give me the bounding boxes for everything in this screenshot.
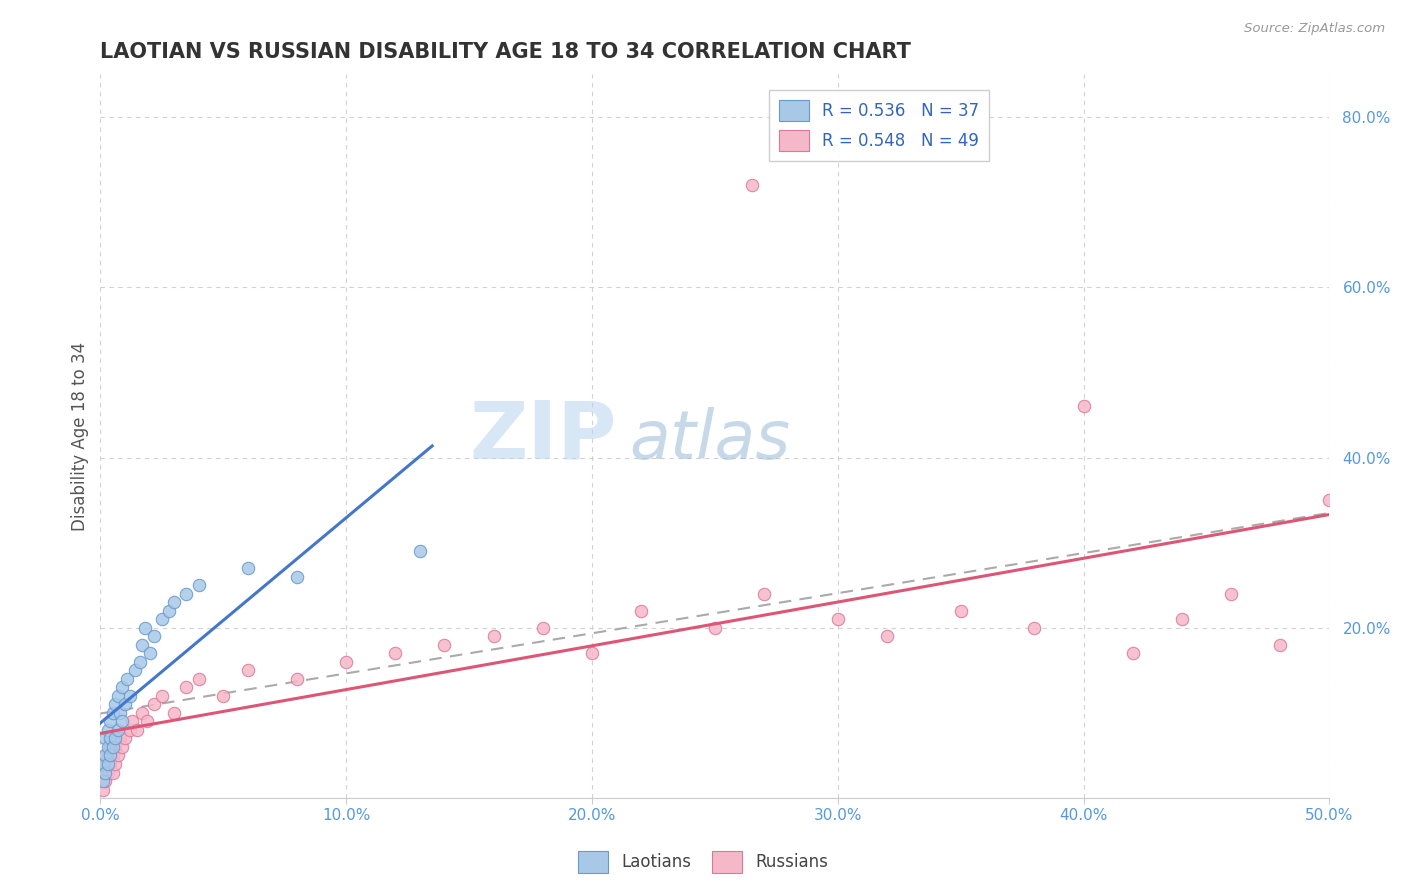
Point	[97, 739, 120, 754]
Point	[136, 714, 159, 729]
Point	[630, 604, 652, 618]
Point	[124, 664, 146, 678]
Point	[101, 765, 124, 780]
Point	[98, 739, 121, 754]
Point	[134, 621, 156, 635]
Point	[118, 723, 141, 737]
Point	[384, 646, 406, 660]
Point	[108, 731, 131, 746]
Point	[752, 587, 775, 601]
Point	[131, 706, 153, 720]
Point	[285, 570, 308, 584]
Point	[114, 698, 136, 712]
Point	[94, 748, 117, 763]
Point	[107, 748, 129, 763]
Point	[163, 706, 186, 720]
Point	[111, 739, 134, 754]
Text: atlas: atlas	[628, 407, 790, 473]
Point	[91, 774, 114, 789]
Point	[409, 544, 432, 558]
Point	[91, 757, 114, 772]
Point	[150, 689, 173, 703]
Point	[91, 765, 114, 780]
Point	[94, 774, 117, 789]
Point	[949, 604, 972, 618]
Point	[107, 723, 129, 737]
Point	[187, 578, 209, 592]
Point	[91, 782, 114, 797]
Point	[97, 757, 120, 772]
Point	[143, 629, 166, 643]
Point	[1024, 621, 1046, 635]
Point	[107, 689, 129, 703]
Point	[94, 731, 117, 746]
Point	[121, 714, 143, 729]
Point	[1073, 400, 1095, 414]
Point	[97, 748, 120, 763]
Point	[117, 672, 139, 686]
Point	[131, 638, 153, 652]
Point	[101, 748, 124, 763]
Point	[1122, 646, 1144, 660]
Point	[104, 739, 127, 754]
Point	[150, 612, 173, 626]
Point	[118, 689, 141, 703]
Point	[741, 178, 763, 193]
Point	[236, 664, 259, 678]
Point	[98, 714, 121, 729]
Point	[98, 731, 121, 746]
Point	[114, 731, 136, 746]
Point	[138, 646, 160, 660]
Point	[187, 672, 209, 686]
Point	[108, 706, 131, 720]
Point	[98, 757, 121, 772]
Point	[94, 757, 117, 772]
Point	[163, 595, 186, 609]
Point	[157, 604, 180, 618]
Point	[104, 698, 127, 712]
Point	[1317, 493, 1340, 508]
Text: ZIP: ZIP	[470, 397, 616, 475]
Point	[128, 655, 150, 669]
Point	[104, 731, 127, 746]
Point	[104, 757, 127, 772]
Point	[143, 698, 166, 712]
Point	[1220, 587, 1243, 601]
Point	[1268, 638, 1291, 652]
Point	[236, 561, 259, 575]
Point	[97, 723, 120, 737]
Legend: R = 0.536   N = 37, R = 0.548   N = 49: R = 0.536 N = 37, R = 0.548 N = 49	[769, 90, 990, 161]
Point	[94, 765, 117, 780]
Point	[285, 672, 308, 686]
Point	[433, 638, 456, 652]
Point	[1171, 612, 1194, 626]
Point	[101, 739, 124, 754]
Point	[876, 629, 898, 643]
Point	[531, 621, 554, 635]
Point	[97, 765, 120, 780]
Point	[98, 748, 121, 763]
Point	[703, 621, 725, 635]
Point	[482, 629, 505, 643]
Point	[212, 689, 235, 703]
Text: LAOTIAN VS RUSSIAN DISABILITY AGE 18 TO 34 CORRELATION CHART: LAOTIAN VS RUSSIAN DISABILITY AGE 18 TO …	[100, 42, 911, 62]
Text: Source: ZipAtlas.com: Source: ZipAtlas.com	[1244, 22, 1385, 36]
Legend: Laotians, Russians: Laotians, Russians	[572, 845, 834, 880]
Point	[127, 723, 149, 737]
Point	[176, 587, 198, 601]
Y-axis label: Disability Age 18 to 34: Disability Age 18 to 34	[72, 342, 89, 531]
Point	[581, 646, 603, 660]
Point	[111, 714, 134, 729]
Point	[176, 681, 198, 695]
Point	[827, 612, 849, 626]
Point	[111, 681, 134, 695]
Point	[101, 706, 124, 720]
Point	[335, 655, 357, 669]
